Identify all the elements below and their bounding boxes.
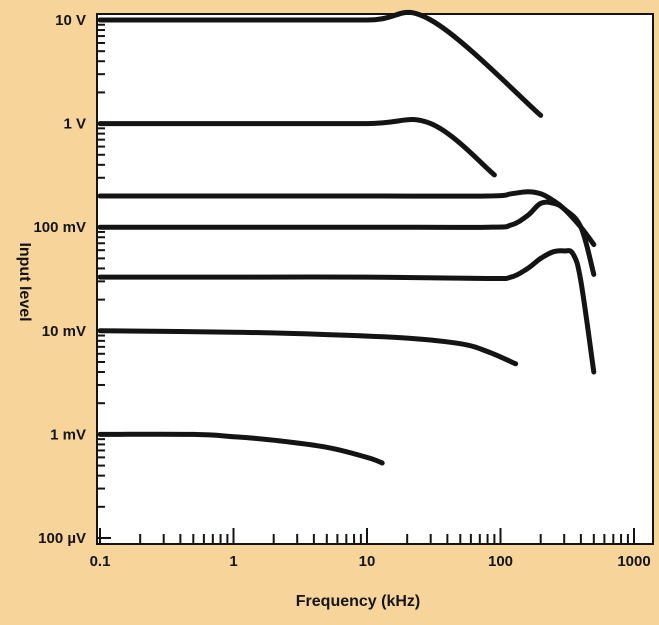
x-axis-label: Frequency (kHz) bbox=[296, 593, 420, 610]
y-tick-label: 1 mV bbox=[50, 426, 86, 443]
y-tick-label: 100 mV bbox=[33, 219, 86, 236]
y-tick-label: 100 µV bbox=[38, 530, 86, 547]
series-line-2 bbox=[97, 117, 497, 178]
x-tick-labels: 0.1 1 10 100 1000 bbox=[90, 553, 651, 570]
y-tick-label: 10 V bbox=[55, 12, 86, 29]
series-line-4 bbox=[97, 199, 597, 277]
series-line-7 bbox=[97, 431, 385, 466]
x-tick-label: 1000 bbox=[617, 553, 650, 570]
series-line-5 bbox=[97, 248, 597, 375]
x-tick-label: 100 bbox=[488, 553, 513, 570]
x-tick-label: 0.1 bbox=[90, 553, 111, 570]
y-axis-label: Input level bbox=[16, 242, 33, 321]
series-line-1 bbox=[97, 9, 544, 118]
series-curves bbox=[97, 9, 597, 466]
series-line-6 bbox=[97, 328, 519, 367]
x-tick-label: 10 bbox=[359, 553, 376, 570]
x-tick-label: 1 bbox=[229, 553, 237, 570]
y-tick-label: 10 mV bbox=[42, 323, 86, 340]
y-tick-labels: 10 V 1 V 100 mV 10 mV 1 mV 100 µV bbox=[33, 12, 86, 547]
y-tick-label: 1 V bbox=[63, 116, 86, 133]
